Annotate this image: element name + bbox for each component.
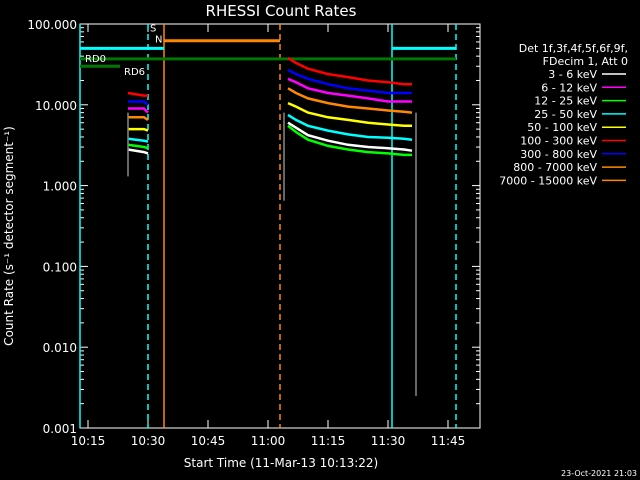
y-tick-label: 100.000 [27,18,77,32]
x-tick-label: 10:15 [71,434,106,448]
y-tick-label: 1.000 [43,180,77,194]
n-flag-label: N [155,35,162,46]
count-rate-series-0 [127,56,412,97]
legend-label: 50 - 100 keV [527,121,597,134]
count-rate-series-1 [128,68,412,106]
y-tick-label: 0.010 [43,341,77,355]
legend-label: 800 - 7000 keV [513,161,597,174]
legend-label: 6 - 12 keV [541,81,597,94]
count-rate-series-6 [127,121,413,155]
y-tick-label: 10.000 [35,99,77,113]
legend-label: 100 - 300 keV [520,135,597,148]
legend-label: 12 - 25 keV [534,95,597,108]
x-tick-label: 10:30 [131,434,166,448]
y-tick-label: 0.100 [43,260,77,274]
x-tick-label: 11:00 [251,434,286,448]
legend-label: 25 - 50 keV [534,108,597,121]
footer-timestamp: 23-Oct-2021 21:03 [561,469,637,478]
x-tick-label: 10:45 [191,434,226,448]
legend-label: 3 - 6 keV [548,68,597,81]
rd6-label: RD6 [124,67,145,78]
legend-label: 7000 - 15000 keV [499,174,597,187]
plot-area: 0.001 0.010 0.100 1.000 10.000 100.000 10:15 10… [27,18,481,448]
legend: Det 1f,3f,4f,5f,6f,9f,FDecim 1, Att 03 -… [499,42,628,187]
x-tick-label: 11:15 [311,434,346,448]
count-rate-series-4 [128,101,412,132]
count-rate-series-5 [127,113,413,143]
legend-label: 300 - 800 keV [520,148,597,161]
x-tick-label: 11:45 [431,434,466,448]
legend-header: FDecim 1, Att 0 [543,55,628,68]
x-axis-label: Start Time (11-Mar-13 10:13:22) [184,456,378,470]
y-axis-label: Count Rate (s⁻¹ detector segment⁻¹) [2,126,16,346]
count-rate-series-7 [127,124,412,157]
y-tick-label: 0.001 [43,422,77,436]
count-rate-series-3 [128,87,413,121]
rd0-label: RD0 [85,54,106,65]
chart-title: RHESSI Count Rates [206,2,357,20]
count-rate-series-2 [128,77,412,114]
s-flag-label: S [150,24,156,35]
x-tick-label: 11:30 [371,434,406,448]
legend-header: Det 1f,3f,4f,5f,6f,9f, [519,42,628,55]
